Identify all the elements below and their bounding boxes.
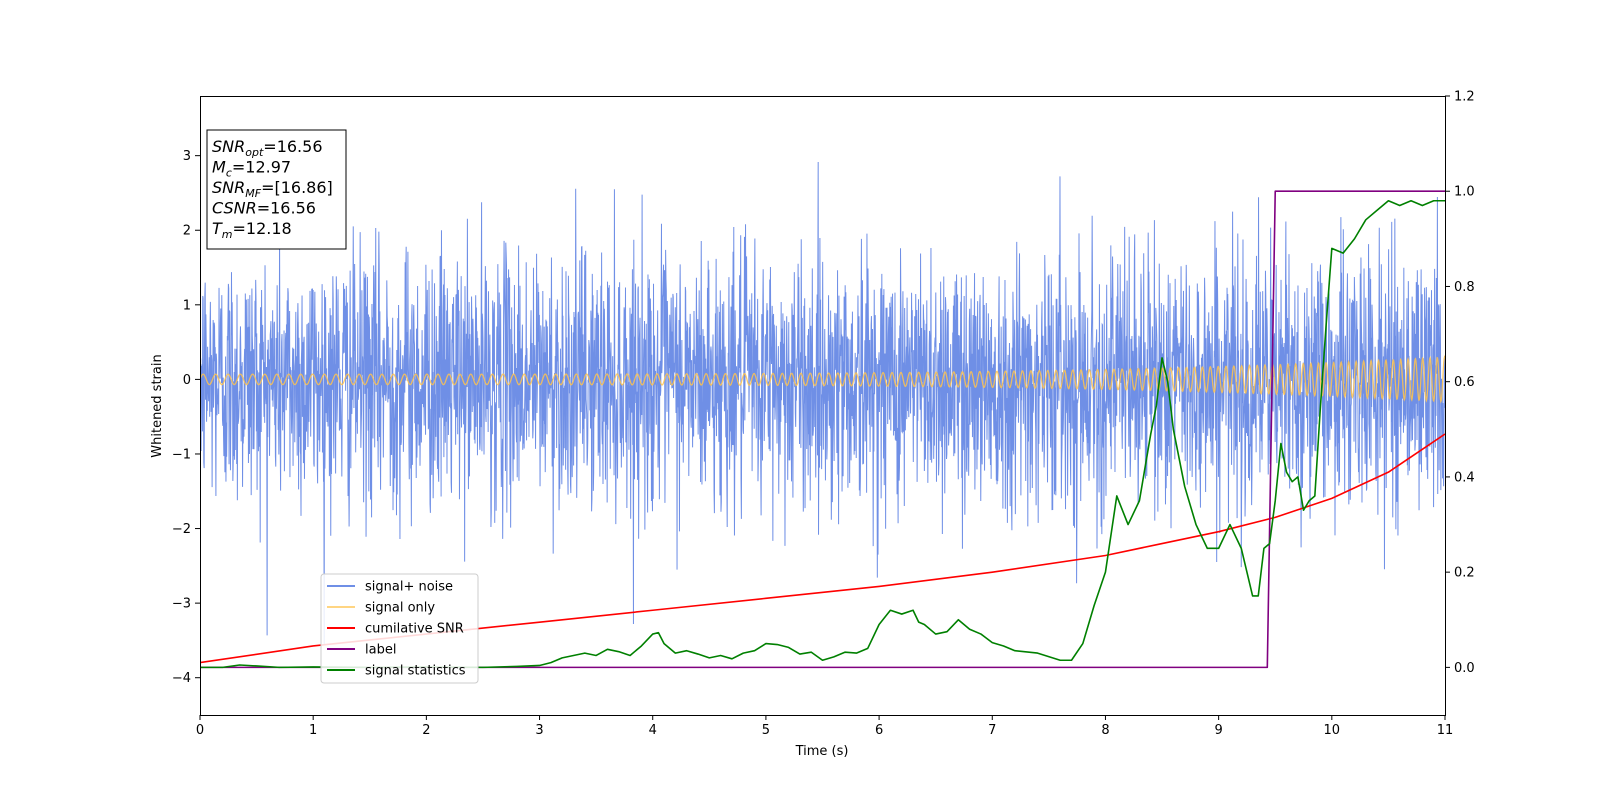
annotation-value: =[16.86]	[261, 178, 333, 197]
stats-annotation-line: Mc=12.97	[212, 158, 291, 180]
x-tick-label: 10	[1324, 723, 1341, 738]
stats-annotation-box	[206, 129, 347, 250]
y-tick-label: −1	[172, 447, 191, 462]
y-right-tick-label: 0.4	[1454, 470, 1475, 485]
y-tick-label: −4	[172, 671, 191, 686]
y-tick-label: 0	[183, 373, 191, 388]
stats-annotation-line: SNRMF=[16.86]	[212, 178, 333, 200]
annotation-subscript: m	[222, 228, 233, 241]
x-tick-label: 2	[422, 723, 430, 738]
annotation-value: =12.97	[232, 158, 291, 177]
series-label-line	[200, 190, 1445, 669]
y-right-tick-label: 0.6	[1454, 375, 1475, 390]
x-axis: 0 1 2 3 4 5 6 7 8 9 10 11	[196, 715, 1453, 738]
annotation-symbol: SNR	[212, 137, 245, 156]
legend-label: cumilative SNR	[365, 622, 464, 637]
y-right-tick-label: 0.0	[1454, 661, 1475, 676]
x-tick-label: 3	[535, 723, 543, 738]
y-tick-label: 1	[183, 298, 191, 313]
x-tick-label: 1	[309, 723, 317, 738]
annotation-subscript: MF	[245, 187, 261, 200]
x-tick-label: 8	[1101, 723, 1109, 738]
annotation-value: =16.56	[257, 199, 316, 218]
y-right-tick-label: 0.8	[1454, 280, 1475, 295]
y-tick-label: −2	[172, 522, 191, 537]
y-axis-right: 0.0 0.2 0.4 0.6 0.8 1.0 1.2	[1445, 90, 1475, 676]
stats-annotation: SNRopt=16.56Mc=12.97SNRMF=[16.86]CSNR=16…	[206, 129, 347, 250]
annotation-symbol: SNR	[212, 178, 245, 197]
y-tick-label: 2	[183, 224, 191, 239]
legend-box	[320, 573, 479, 684]
y-right-tick-label: 0.2	[1454, 566, 1475, 581]
y-tick-label: 3	[183, 149, 191, 164]
y-right-tick-label: 1.0	[1454, 185, 1475, 200]
x-tick-label: 0	[196, 723, 204, 738]
annotation-subscript: c	[226, 167, 232, 180]
legend-label: signal+ noise	[365, 580, 453, 595]
annotation-value: =16.56	[263, 137, 322, 156]
x-tick-label: 4	[649, 723, 657, 738]
annotation-subscript: opt	[245, 146, 264, 159]
y-tick-label: −3	[172, 597, 191, 612]
legend-label: label	[365, 643, 396, 658]
x-tick-label: 7	[988, 723, 996, 738]
legend-label: signal statistics	[365, 664, 466, 679]
series-signal-only-line	[200, 354, 1445, 404]
annotation-symbol: M	[212, 158, 226, 177]
series-signal-noise-line	[200, 161, 1445, 646]
annotation-value: =12.18	[233, 219, 292, 238]
x-tick-label: 6	[875, 723, 883, 738]
legend-label: signal only	[365, 601, 435, 616]
plot-frame	[200, 96, 1446, 716]
annotation-symbol: T	[212, 219, 223, 238]
series-signal-statistics-line	[200, 199, 1445, 669]
stats-annotation-line: SNRopt=16.56	[212, 137, 323, 159]
y-axis-title: Whitened strain	[150, 354, 165, 457]
annotation-symbol: CSNR	[212, 199, 257, 218]
stats-annotation-line: Tm=12.18	[212, 219, 292, 241]
legend: signal+ noise signal only cumilative SNR la…	[320, 573, 479, 684]
x-tick-label: 9	[1214, 723, 1222, 738]
stats-annotation-line: CSNR=16.56	[212, 199, 316, 218]
y-right-tick-label: 1.2	[1454, 90, 1475, 105]
x-tick-label: 5	[762, 723, 770, 738]
x-axis-title: Time (s)	[795, 744, 849, 759]
x-tick-label: 11	[1437, 723, 1454, 738]
y-axis-left: −4 −3 −2 −1 0 1 2 3	[172, 149, 200, 686]
